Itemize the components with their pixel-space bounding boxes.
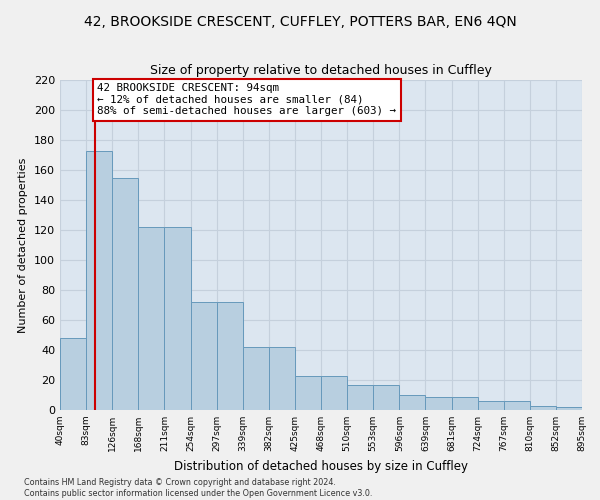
Bar [321, 376, 347, 410]
Bar [269, 347, 295, 410]
Bar [139, 227, 164, 410]
Title: Size of property relative to detached houses in Cuffley: Size of property relative to detached ho… [150, 64, 492, 78]
Bar [112, 178, 139, 410]
Bar [478, 401, 504, 410]
Bar [425, 396, 452, 410]
Bar [347, 384, 373, 410]
Bar [504, 401, 530, 410]
Bar [60, 338, 86, 410]
Bar [452, 396, 478, 410]
Bar [243, 347, 269, 410]
X-axis label: Distribution of detached houses by size in Cuffley: Distribution of detached houses by size … [174, 460, 468, 472]
Bar [530, 406, 556, 410]
Bar [373, 384, 400, 410]
Bar [556, 407, 582, 410]
Bar [217, 302, 243, 410]
Text: 42 BROOKSIDE CRESCENT: 94sqm
← 12% of detached houses are smaller (84)
88% of se: 42 BROOKSIDE CRESCENT: 94sqm ← 12% of de… [97, 83, 397, 116]
Text: 42, BROOKSIDE CRESCENT, CUFFLEY, POTTERS BAR, EN6 4QN: 42, BROOKSIDE CRESCENT, CUFFLEY, POTTERS… [83, 15, 517, 29]
Bar [86, 150, 112, 410]
Bar [191, 302, 217, 410]
Text: Contains HM Land Registry data © Crown copyright and database right 2024.
Contai: Contains HM Land Registry data © Crown c… [24, 478, 373, 498]
Bar [164, 227, 191, 410]
Bar [295, 376, 321, 410]
Bar [400, 395, 425, 410]
Y-axis label: Number of detached properties: Number of detached properties [19, 158, 28, 332]
